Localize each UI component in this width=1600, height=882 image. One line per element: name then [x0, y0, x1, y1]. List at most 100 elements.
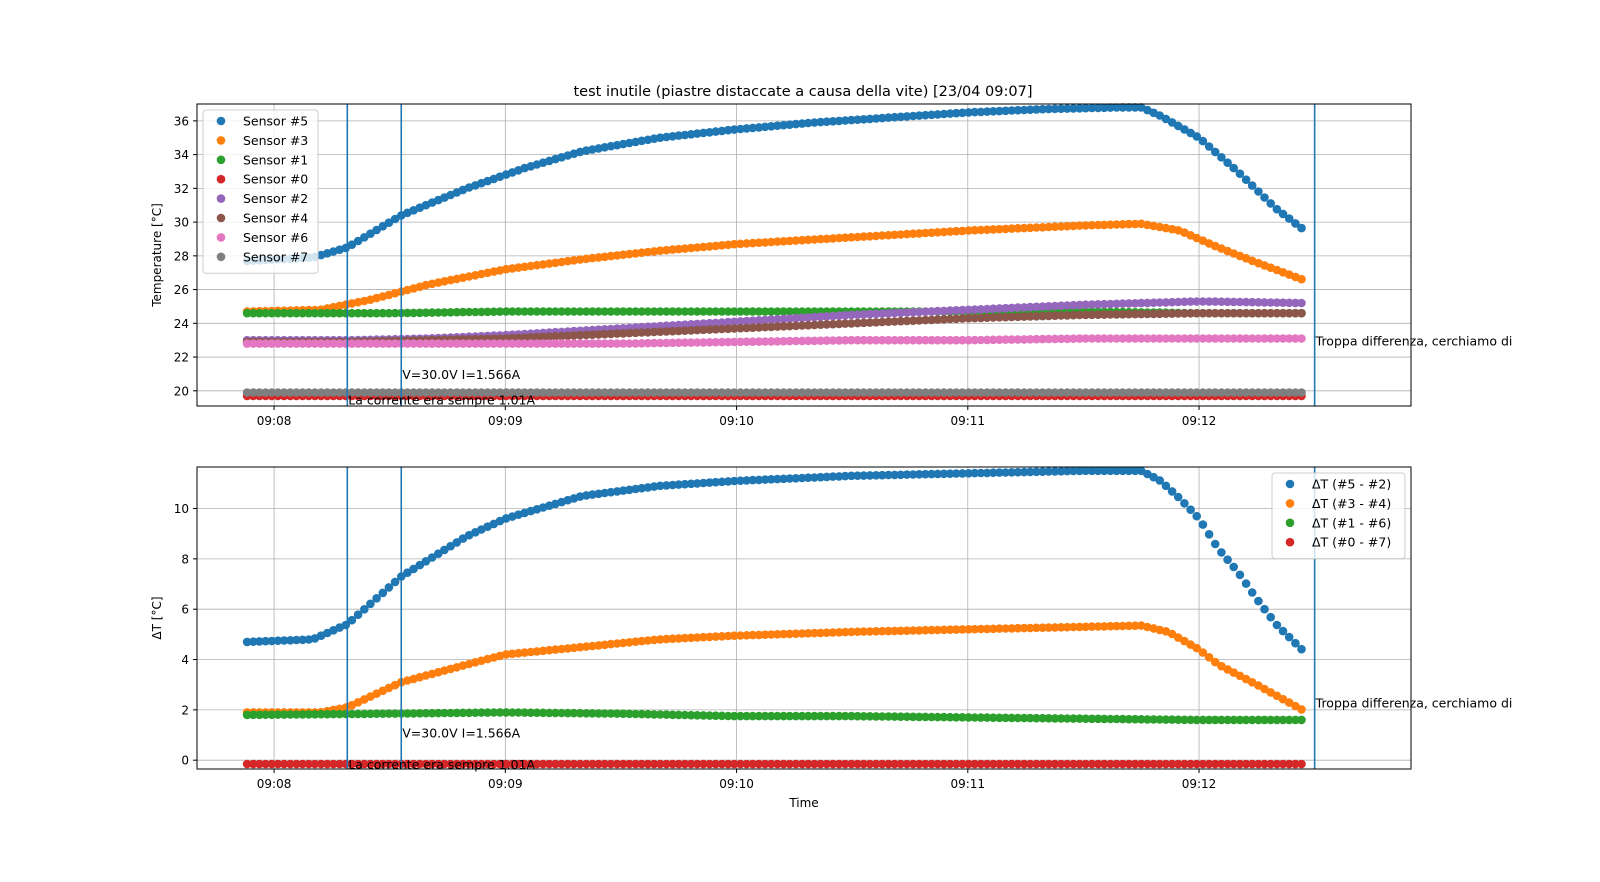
data-point [1050, 714, 1060, 723]
data-point [261, 710, 270, 719]
data-point [779, 336, 788, 346]
data-point [995, 335, 1004, 345]
data-point [1247, 334, 1257, 343]
data-point [853, 310, 862, 320]
data-point [1173, 309, 1183, 318]
data-point [760, 238, 770, 247]
data-point [1180, 297, 1189, 307]
data-point [674, 244, 683, 254]
data-point [871, 471, 881, 480]
data-point [816, 312, 825, 322]
data-point [1272, 620, 1282, 630]
data-point [865, 471, 875, 480]
data-point [1118, 621, 1127, 631]
data-point [921, 315, 930, 325]
data-point [427, 308, 437, 317]
data-point [662, 245, 671, 255]
data-point [1007, 388, 1016, 397]
data-point [853, 388, 862, 397]
data-point [1056, 104, 1066, 113]
data-point [1062, 388, 1072, 397]
data-point [1112, 759, 1121, 769]
x-tick-label: 09:09 [488, 414, 523, 428]
data-point [803, 313, 813, 322]
data-point [249, 339, 258, 348]
data-point [551, 332, 560, 341]
data-point [877, 712, 887, 721]
data-point [1075, 759, 1084, 769]
data-point [748, 323, 757, 333]
data-point [403, 339, 412, 348]
data-point [982, 335, 992, 345]
data-point [378, 709, 388, 718]
data-point [723, 324, 733, 334]
data-point [575, 642, 585, 652]
data-point [415, 308, 425, 318]
data-point [1112, 310, 1121, 319]
data-point [415, 339, 425, 348]
data-point [705, 759, 714, 769]
data-point [372, 759, 381, 769]
data-point [649, 327, 659, 337]
data-point [847, 310, 856, 320]
data-point [951, 306, 961, 315]
data-point [723, 759, 733, 769]
data-point [1167, 309, 1177, 318]
data-point [674, 338, 683, 348]
data-point [569, 708, 579, 718]
data-point [1062, 104, 1072, 113]
data-point [933, 315, 942, 324]
data-point [434, 708, 443, 718]
data-point [754, 323, 764, 332]
data-point [409, 759, 418, 769]
data-point [803, 473, 813, 483]
data-point [1297, 308, 1306, 318]
data-point [945, 388, 955, 397]
data-point [514, 759, 523, 769]
data-point [1056, 388, 1066, 397]
data-point [933, 712, 942, 722]
legend: ΔT (#5 - #2) ΔT (#3 - #4) ΔT (#1 - #6) ΔT (… [1271, 472, 1406, 560]
data-point [1155, 715, 1164, 724]
data-point [569, 388, 579, 397]
data-point [298, 635, 307, 645]
data-point [612, 709, 622, 718]
data-point [569, 759, 579, 769]
data-point [988, 335, 998, 345]
data-point [717, 307, 727, 316]
data-point [452, 307, 462, 317]
data-point [415, 388, 425, 397]
data-point [279, 710, 289, 719]
data-point [446, 339, 455, 348]
y-tick-label: 10 [174, 502, 189, 516]
data-point [538, 332, 548, 342]
data-point [384, 759, 394, 769]
data-point [1112, 220, 1121, 229]
data-point [699, 319, 708, 328]
data-point [1007, 303, 1016, 313]
data-point [1284, 388, 1294, 397]
data-point [988, 313, 998, 322]
data-point [594, 388, 603, 397]
x-tick-label: 09:09 [488, 777, 523, 791]
data-point [625, 339, 634, 348]
data-point [1143, 388, 1152, 397]
data-point [273, 710, 283, 719]
data-point [865, 309, 875, 319]
data-point [970, 305, 979, 314]
data-point [951, 226, 961, 236]
data-point [828, 472, 838, 481]
data-point [914, 316, 924, 325]
data-point [736, 711, 745, 721]
data-point [1099, 714, 1109, 724]
data-point [1143, 715, 1152, 724]
data-point [286, 636, 295, 645]
data-point [933, 469, 942, 479]
data-point [674, 131, 683, 140]
data-point [810, 388, 819, 397]
data-point [754, 475, 764, 485]
data-point [711, 318, 720, 328]
data-point [286, 388, 295, 397]
data-point [877, 317, 887, 327]
y-tick-label: 26 [174, 283, 189, 297]
